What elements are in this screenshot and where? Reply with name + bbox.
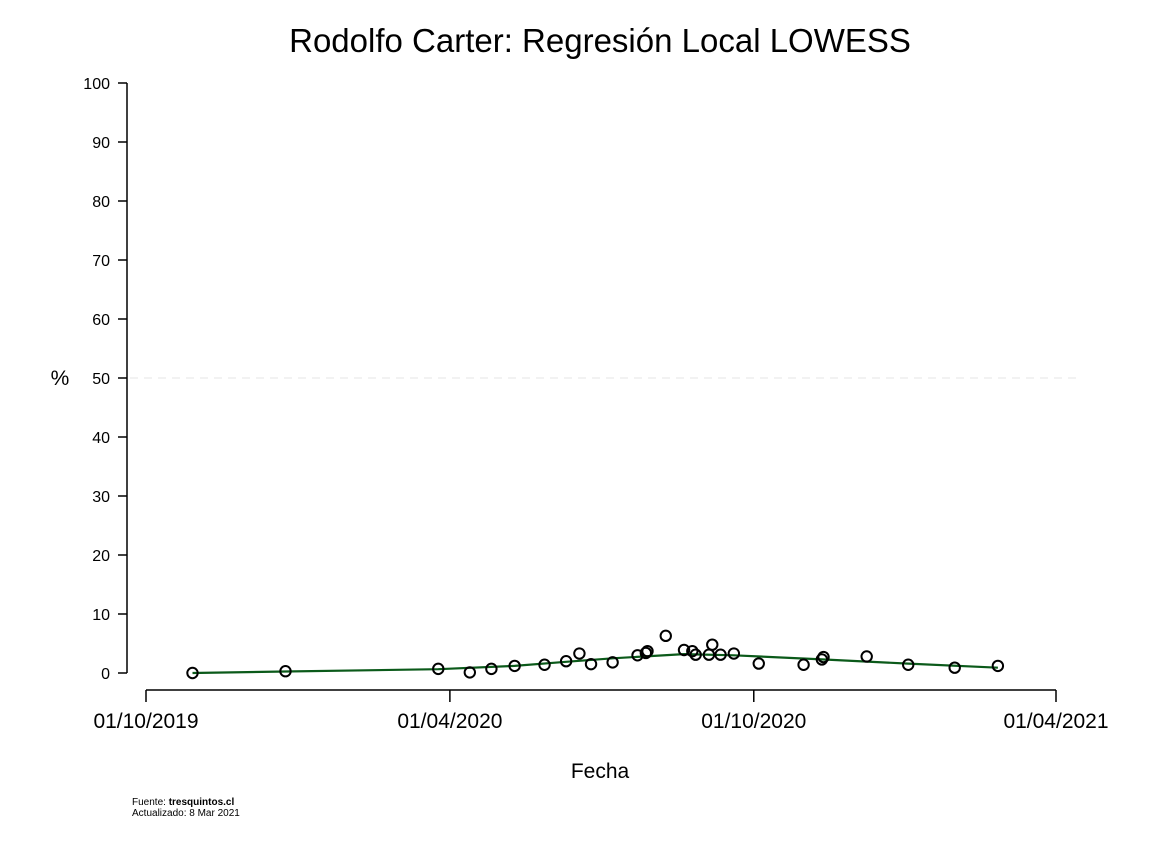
lowess-line-group: [192, 652, 998, 675]
data-point: [714, 648, 727, 661]
y-tick-label: 50: [92, 371, 110, 388]
data-point: [463, 666, 477, 679]
updated-line: Actualizado: 8 Mar 2021: [132, 808, 240, 819]
y-tick-label: 100: [83, 76, 110, 93]
lowess-line: [192, 652, 998, 675]
y-tick-label: 0: [101, 666, 110, 683]
y-tick-label: 30: [92, 489, 110, 506]
data-point: [559, 655, 573, 668]
y-axis-title: %: [51, 367, 70, 390]
y-tick-label: 90: [92, 135, 110, 152]
data-point: [860, 650, 873, 663]
data-point: [606, 656, 619, 669]
source-prefix: Fuente:: [132, 797, 169, 808]
data-point: [279, 665, 292, 678]
data-point: [948, 661, 961, 674]
data-point: [485, 662, 498, 676]
source-line: Fuente: tresquintos.cl: [132, 797, 240, 808]
source-name: tresquintos.cl: [168, 797, 235, 808]
y-tick-label: 20: [92, 548, 110, 565]
data-point: [706, 638, 719, 651]
data-points-group: [186, 629, 1005, 680]
y-axis: 0 10 20 30 40 50 60 70 80 90 100: [83, 76, 128, 683]
data-point: [508, 659, 521, 673]
data-point: [186, 666, 199, 680]
data-point: [659, 629, 672, 643]
data-point: [689, 648, 702, 661]
data-point: [639, 646, 653, 660]
data-point: [432, 662, 445, 676]
data-point: [727, 647, 741, 660]
y-tick-label: 60: [92, 312, 110, 329]
data-point: [573, 647, 586, 660]
data-point: [797, 658, 810, 671]
data-point: [631, 649, 644, 662]
x-axis: 01/10/2019 01/04/2020 01/10/2020 01/04/2021: [93, 689, 1109, 733]
x-tick-label: 01/04/2020: [397, 710, 502, 733]
x-tick-label: 01/10/2019: [93, 710, 198, 733]
y-tick-label: 10: [92, 607, 110, 624]
x-axis-title: Fecha: [571, 760, 630, 783]
chart-title: Rodolfo Carter: Regresión Local LOWESS: [289, 22, 911, 59]
data-point: [538, 658, 551, 671]
x-tick-label: 01/04/2021: [1003, 710, 1108, 733]
data-point: [641, 644, 654, 658]
data-point: [817, 650, 830, 664]
source-note: Fuente: tresquintos.cl Actualizado: 8 Ma…: [132, 797, 240, 819]
data-point: [677, 643, 691, 657]
data-point: [991, 659, 1005, 673]
y-tick-label: 40: [92, 430, 110, 447]
data-point: [584, 657, 598, 671]
data-point: [686, 644, 699, 658]
x-tick-label: 01/10/2020: [701, 710, 806, 733]
y-tick-label: 70: [92, 253, 110, 270]
y-tick-label: 80: [92, 194, 110, 211]
data-point: [752, 657, 765, 670]
data-point: [902, 658, 915, 671]
